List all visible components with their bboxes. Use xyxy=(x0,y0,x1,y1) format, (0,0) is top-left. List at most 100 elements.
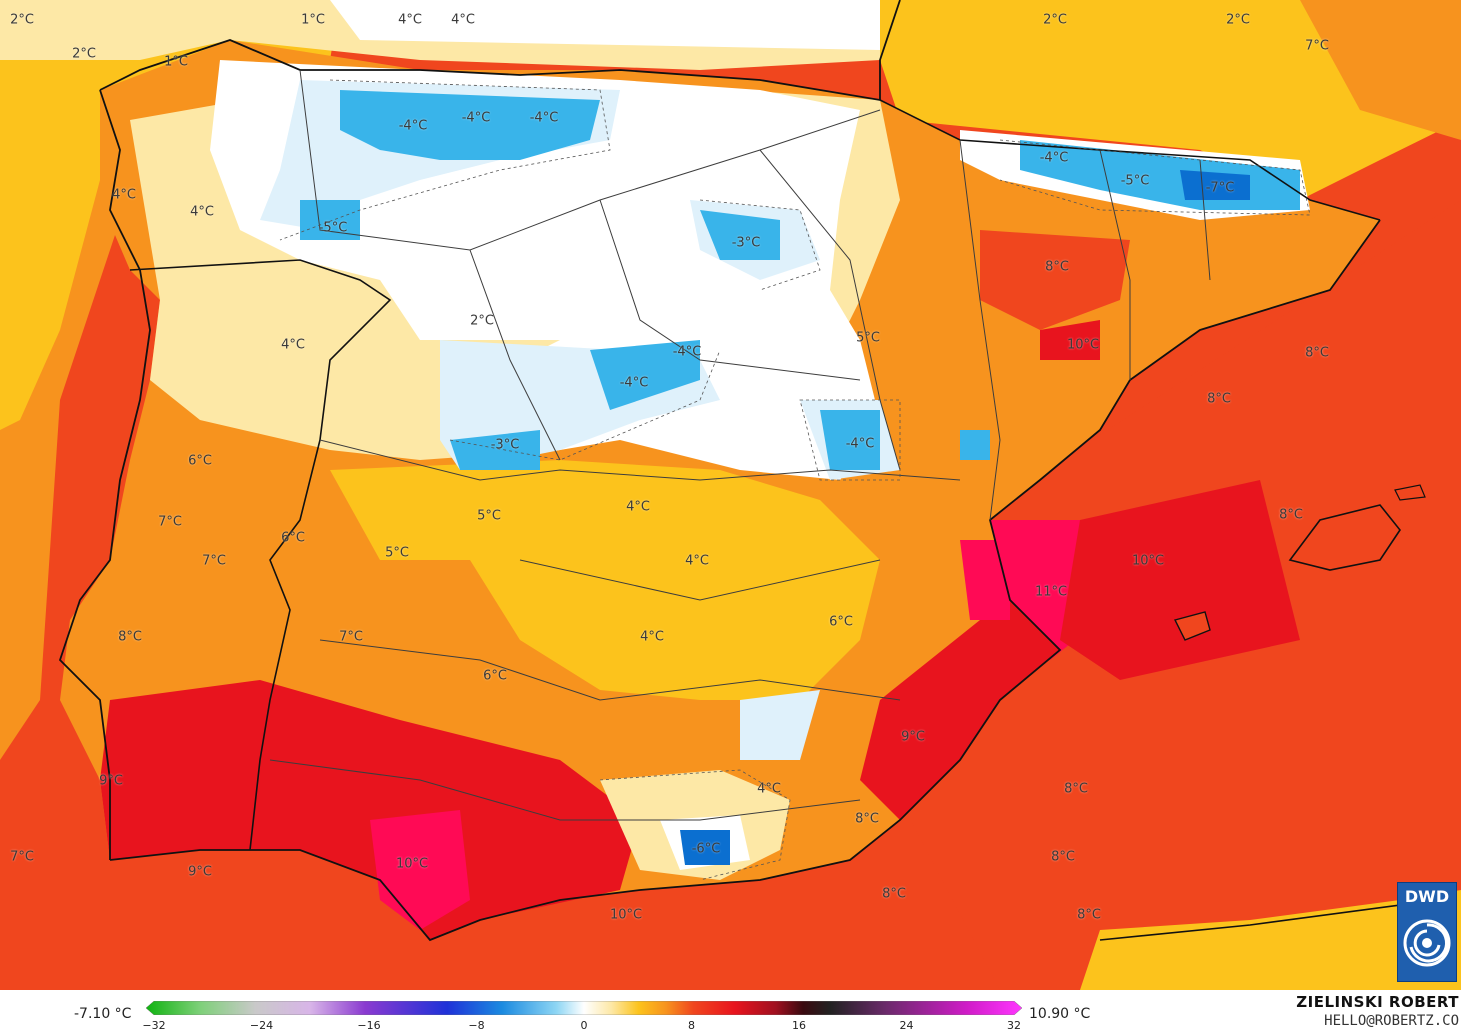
temp-label: -4°C xyxy=(845,436,875,452)
author-credit: ZIELINSKI ROBERT xyxy=(1296,993,1459,1011)
legend-tick-label: −16 xyxy=(357,1019,381,1032)
temp-label: 7°C xyxy=(158,514,182,530)
andalusia-hot xyxy=(100,680,640,940)
africa-coastline xyxy=(1099,904,1401,941)
gredos-cold-core xyxy=(590,340,700,410)
temp-label: 7°C xyxy=(202,553,226,569)
temp-label: 2°C xyxy=(10,12,34,28)
west-coastline xyxy=(58,89,151,860)
temp-label: 4°C xyxy=(190,204,214,220)
temperature-map: 2°C 2°C 1°C 1°C 4°C 4°C 2°C 2°C 7°C -4°C… xyxy=(0,0,1461,990)
temp-label: -7°C xyxy=(1205,180,1235,196)
temp-label: 6°C xyxy=(829,614,853,630)
temp-label: -4°C xyxy=(1039,150,1069,166)
dwd-swirl-icon xyxy=(1403,919,1451,967)
temp-label: 8°C xyxy=(1077,907,1101,923)
temp-label: 7°C xyxy=(1305,38,1329,54)
temp-label: 2°C xyxy=(1043,12,1067,28)
temp-label: 1°C xyxy=(301,12,325,28)
france-land xyxy=(880,0,1461,200)
africa-land xyxy=(1080,890,1461,990)
temp-label: -4°C xyxy=(461,110,491,126)
temp-label: -4°C xyxy=(672,344,702,360)
temp-label: 10°C xyxy=(609,907,643,923)
north-coastline xyxy=(99,0,901,102)
temp-label: 8°C xyxy=(1279,507,1303,523)
sierra-nevada-cold-core xyxy=(680,830,730,865)
legend-colorbar xyxy=(146,1001,1022,1015)
isotherm-lines xyxy=(279,79,1311,881)
temp-label: 4°C xyxy=(685,553,709,569)
legend-tick-label: 24 xyxy=(899,1019,914,1032)
temp-label: 10°C xyxy=(395,856,429,872)
temp-label: 2°C xyxy=(470,313,494,329)
temp-label: 4°C xyxy=(451,12,475,28)
temp-label: 6°C xyxy=(483,668,507,684)
ebro-valley-warm xyxy=(980,230,1130,330)
temp-label: 4°C xyxy=(112,187,136,203)
temp-label: 6°C xyxy=(188,453,212,469)
temp-label: 8°C xyxy=(1051,849,1075,865)
temp-label: 5°C xyxy=(477,508,501,524)
temp-label: -3°C xyxy=(731,235,761,251)
valencia-cold-spot xyxy=(960,430,990,460)
temp-label: -6°C xyxy=(691,841,721,857)
murcia-hot xyxy=(860,600,1060,820)
temp-label: 11°C xyxy=(1034,584,1068,600)
south-east-coastline xyxy=(109,219,1381,942)
dwd-logo: DWD xyxy=(1397,882,1457,982)
temp-label: 4°C xyxy=(626,499,650,515)
temp-label: 8°C xyxy=(855,811,879,827)
temp-label: 10°C xyxy=(1131,553,1165,569)
legend-tick-label: 0 xyxy=(580,1019,588,1032)
temp-label: 2°C xyxy=(72,46,96,62)
valencia-hotspot xyxy=(960,540,1010,620)
temp-label: -3°C xyxy=(490,437,520,453)
dwd-logo-text: DWD xyxy=(1404,887,1450,906)
temp-label: 5°C xyxy=(385,545,409,561)
balearic-sea xyxy=(1060,480,1300,680)
temp-label: 8°C xyxy=(1045,259,1069,275)
temp-label: 4°C xyxy=(281,337,305,353)
atlantic-cool-sea xyxy=(0,0,340,430)
biscay-cold xyxy=(330,0,900,50)
temp-label: 1°C xyxy=(164,54,188,70)
la-mancha xyxy=(530,560,760,680)
temp-label: 8°C xyxy=(1064,781,1088,797)
legend-min-label: -7.10 °C xyxy=(74,1006,132,1022)
temp-label: 10°C xyxy=(1066,337,1100,353)
leon-cold-core xyxy=(300,200,360,240)
segura-cold xyxy=(740,690,820,760)
author-email: HELLO@ROBERTZ.CO xyxy=(1324,1013,1459,1029)
temp-label: 9°C xyxy=(901,729,925,745)
legend-tick-label: −8 xyxy=(468,1019,485,1032)
temp-label: 5°C xyxy=(856,330,880,346)
menorca-island xyxy=(1394,484,1426,501)
cantabrian-cold-core xyxy=(340,90,600,160)
temp-label: 4°C xyxy=(640,629,664,645)
gata-cold-core xyxy=(450,430,540,470)
temp-label: 7°C xyxy=(339,629,363,645)
map-canvas xyxy=(0,0,1461,990)
temp-label: -5°C xyxy=(1120,173,1150,189)
legend-tick-label: −24 xyxy=(249,1019,274,1032)
teruel-cold-core xyxy=(820,410,880,470)
temp-label: 8°C xyxy=(1207,391,1231,407)
temp-label: 8°C xyxy=(882,886,906,902)
cadiz-hotspot xyxy=(370,810,470,930)
temp-label: -4°C xyxy=(398,118,428,134)
temp-label: 6°C xyxy=(281,530,305,546)
legend-max-label: 10.90 °C xyxy=(1029,1006,1091,1022)
temp-label: 7°C xyxy=(10,849,34,865)
mallorca-island xyxy=(1288,504,1401,571)
pyrenees-border xyxy=(879,99,1381,221)
legend-tick-label: −32 xyxy=(142,1019,166,1032)
france-south-east xyxy=(1300,0,1461,140)
legend-tick-label: 32 xyxy=(1007,1019,1021,1032)
temp-label: -4°C xyxy=(619,375,649,391)
temp-label: -4°C xyxy=(529,110,559,126)
temp-label: 2°C xyxy=(1226,12,1250,28)
temp-label: 4°C xyxy=(757,781,781,797)
temp-label: 8°C xyxy=(1305,345,1329,361)
temp-label: -5°C xyxy=(318,220,348,236)
